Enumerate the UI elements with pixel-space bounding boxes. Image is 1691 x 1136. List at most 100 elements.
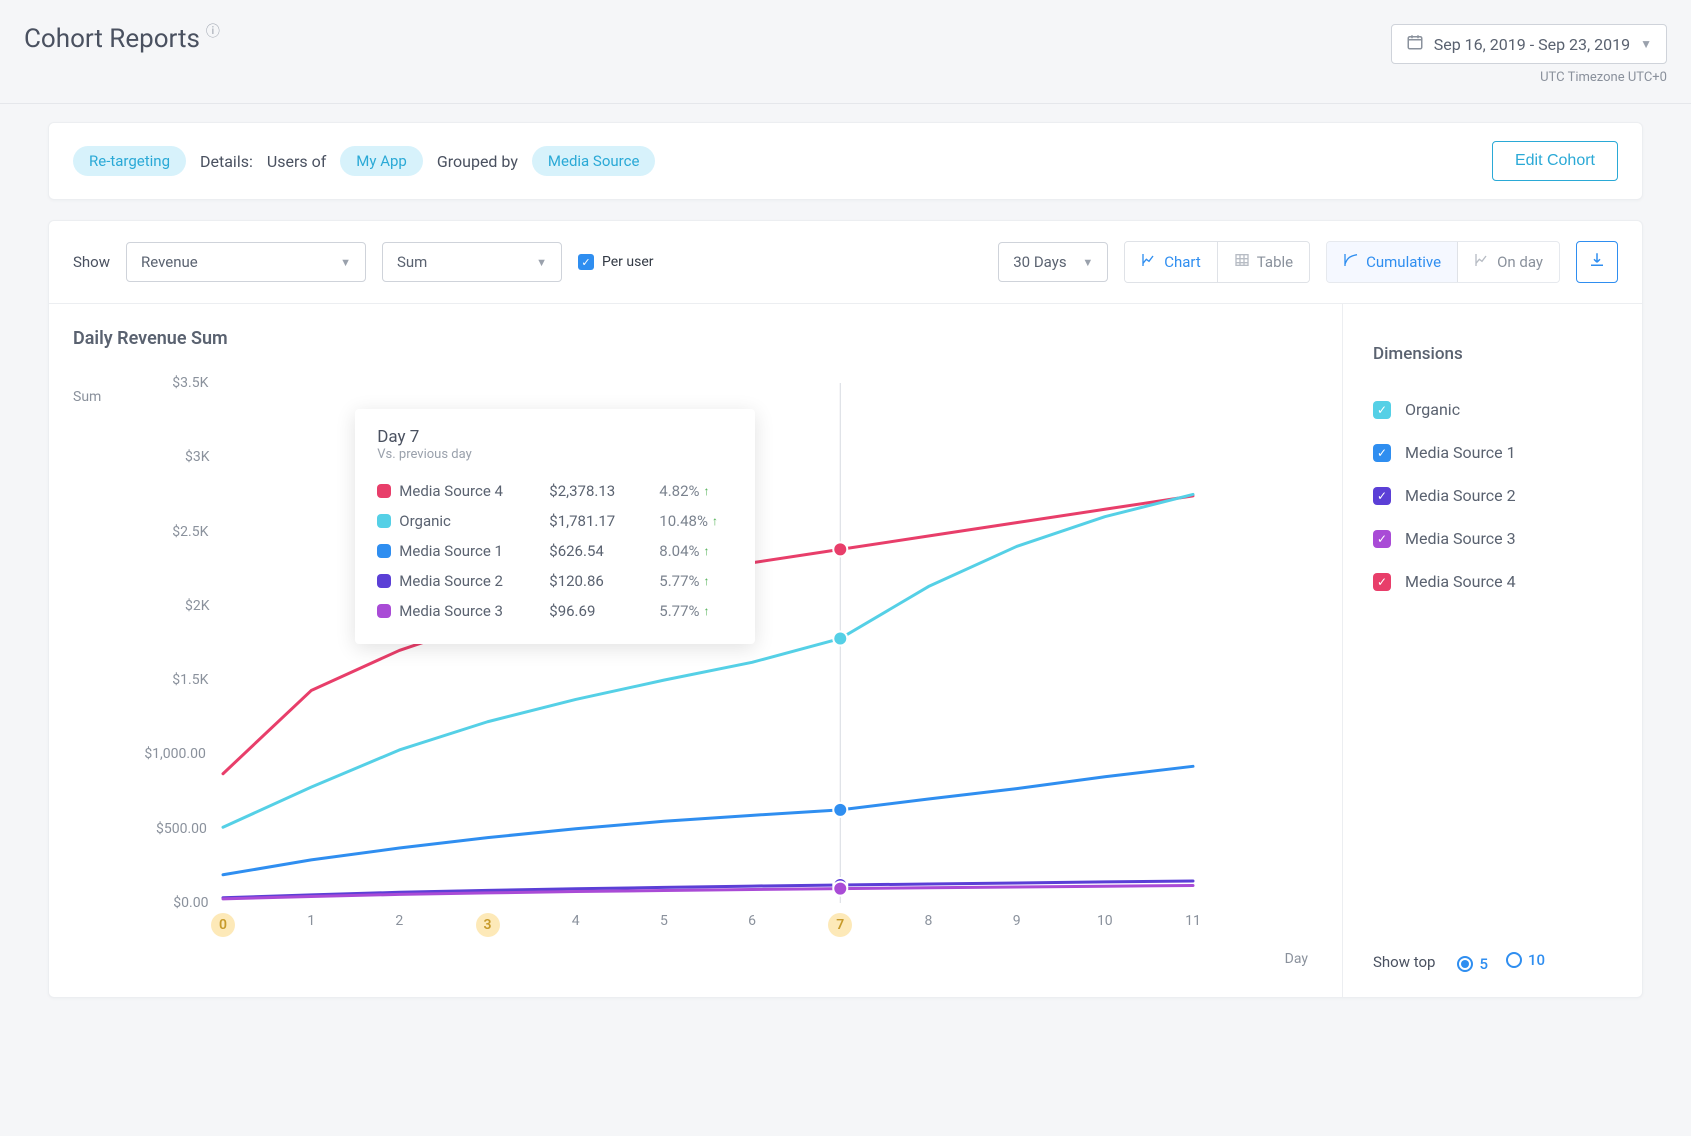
dimension-item[interactable]: ✓ Media Source 1 <box>1373 431 1612 474</box>
arrow-up-icon: ↑ <box>704 544 710 558</box>
download-icon <box>1588 251 1606 273</box>
dimension-label: Organic <box>1405 400 1460 419</box>
x-tick-label: 10 <box>1097 913 1113 929</box>
dimension-checkbox: ✓ <box>1373 530 1391 548</box>
mode-cumulative-label: Cumulative <box>1366 253 1441 271</box>
y-axis-title: Sum <box>73 389 101 405</box>
tooltip-row: Media Source 2 $120.86 5.77% ↑ <box>377 566 733 596</box>
dimension-label: Media Source 4 <box>1405 572 1516 591</box>
chevron-down-icon: ▼ <box>1082 256 1093 269</box>
view-chart-button[interactable]: Chart <box>1125 242 1217 282</box>
dimension-label: Media Source 3 <box>1405 529 1516 548</box>
series-swatch <box>377 604 391 618</box>
x-tick-label: 5 <box>660 913 668 929</box>
chevron-down-icon: ▼ <box>1640 37 1652 51</box>
tooltip-series-label: Media Source 3 <box>399 602 549 620</box>
chevron-down-icon: ▼ <box>340 256 351 269</box>
grouped-by-label: Grouped by <box>437 152 518 171</box>
metric-select-value: Revenue <box>141 253 198 271</box>
users-of-label: Users of <box>267 152 326 171</box>
tooltip-series-pct: 8.04% ↑ <box>659 542 739 560</box>
tooltip-row: Media Source 4 $2,378.13 4.82% ↑ <box>377 476 733 506</box>
tooltip-row: Media Source 3 $96.69 5.77% ↑ <box>377 596 733 626</box>
range-select[interactable]: 30 Days ▼ <box>998 242 1108 282</box>
table-icon <box>1234 252 1250 272</box>
aggregation-select[interactable]: Sum ▼ <box>382 242 562 282</box>
series-swatch <box>377 514 391 528</box>
y-tick-label: $1.5K <box>172 672 218 688</box>
view-table-button[interactable]: Table <box>1217 242 1309 282</box>
show-label: Show <box>73 253 110 271</box>
mode-onday-button[interactable]: On day <box>1457 242 1559 282</box>
dimension-item[interactable]: ✓ Media Source 2 <box>1373 474 1612 517</box>
tooltip-series-pct: 5.77% ↑ <box>659 602 739 620</box>
download-button[interactable] <box>1576 241 1618 283</box>
cumulative-icon <box>1343 252 1359 272</box>
x-tick-label: 9 <box>1013 913 1021 929</box>
arrow-up-icon: ↑ <box>704 604 710 618</box>
media-source-pill[interactable]: Media Source <box>532 146 656 176</box>
y-tick-label: $1,000.00 <box>144 746 216 762</box>
app-pill[interactable]: My App <box>340 146 423 176</box>
dimension-checkbox: ✓ <box>1373 573 1391 591</box>
metric-select[interactable]: Revenue ▼ <box>126 242 366 282</box>
details-label: Details: <box>200 152 253 171</box>
x-tick-label: 8 <box>925 913 933 929</box>
tooltip-series-label: Media Source 2 <box>399 572 549 590</box>
timezone-label: UTC Timezone UTC+0 <box>1391 70 1667 85</box>
show-top-radio[interactable]: 5 <box>1457 955 1488 973</box>
chart-title: Daily Revenue Sum <box>73 328 1318 349</box>
x-tick-label: 6 <box>748 913 756 929</box>
tooltip-row: Media Source 1 $626.54 8.04% ↑ <box>377 536 733 566</box>
tooltip-title: Day 7 <box>377 427 733 447</box>
checkbox-icon: ✓ <box>578 254 594 270</box>
x-tick-label: 11 <box>1185 913 1201 929</box>
dimension-checkbox: ✓ <box>1373 487 1391 505</box>
view-table-label: Table <box>1257 253 1293 271</box>
tooltip-series-value: $626.54 <box>549 542 659 560</box>
tooltip-series-label: Media Source 1 <box>399 542 549 560</box>
x-tick-label: 0 <box>211 913 235 937</box>
x-tick-label: 2 <box>395 913 403 929</box>
per-user-label: Per user <box>602 254 654 270</box>
y-tick-label: $0.00 <box>173 895 218 911</box>
edit-cohort-button[interactable]: Edit Cohort <box>1492 141 1618 181</box>
tooltip-series-label: Media Source 4 <box>399 482 549 500</box>
tooltip-series-label: Organic <box>399 512 549 530</box>
dimension-item[interactable]: ✓ Organic <box>1373 388 1612 431</box>
chart-plot-area: $0.00$500.00$1,000.00$1.5K$2K$2.5K$3K$3.… <box>153 379 1213 939</box>
x-tick-label: 7 <box>828 913 852 937</box>
tooltip-series-value: $1,781.17 <box>549 512 659 530</box>
mode-cumulative-button[interactable]: Cumulative <box>1327 242 1457 282</box>
page-title: Cohort Reports ⓘ <box>24 24 220 54</box>
info-icon[interactable]: ⓘ <box>206 21 220 41</box>
series-swatch <box>377 484 391 498</box>
per-user-checkbox[interactable]: ✓ Per user <box>578 254 654 270</box>
retargeting-pill[interactable]: Re-targeting <box>73 146 186 176</box>
dimension-item[interactable]: ✓ Media Source 3 <box>1373 517 1612 560</box>
view-toggle: Chart Table <box>1124 241 1310 283</box>
y-tick-label: $3.5K <box>172 375 218 391</box>
tooltip-series-value: $2,378.13 <box>549 482 659 500</box>
chart-tooltip: Day 7 Vs. previous day Media Source 4 $2… <box>355 409 755 644</box>
arrow-up-icon: ↑ <box>704 484 710 498</box>
tooltip-series-pct: 4.82% ↑ <box>659 482 739 500</box>
show-top-radio[interactable]: 10 <box>1506 951 1545 969</box>
view-chart-label: Chart <box>1164 253 1201 271</box>
x-axis-title: Day <box>153 951 1308 967</box>
chart-icon <box>1141 252 1157 272</box>
tooltip-subtitle: Vs. previous day <box>377 447 733 462</box>
dimension-item[interactable]: ✓ Media Source 4 <box>1373 560 1612 603</box>
dimension-checkbox: ✓ <box>1373 444 1391 462</box>
dimension-checkbox: ✓ <box>1373 401 1391 419</box>
mode-onday-label: On day <box>1497 253 1543 271</box>
cohort-definition-bar: Re-targeting Details: Users of My App Gr… <box>48 122 1643 200</box>
date-range-text: Sep 16, 2019 - Sep 23, 2019 <box>1434 35 1630 54</box>
show-top-label: Show top <box>1373 953 1435 971</box>
tooltip-row: Organic $1,781.17 10.48% ↑ <box>377 506 733 536</box>
onday-icon <box>1474 252 1490 272</box>
x-tick-label: 4 <box>572 913 580 929</box>
dimensions-panel: Dimensions ✓ Organic ✓ Media Source 1 ✓ … <box>1342 304 1642 997</box>
date-range-picker[interactable]: Sep 16, 2019 - Sep 23, 2019 ▼ <box>1391 24 1667 64</box>
arrow-up-icon: ↑ <box>712 514 718 528</box>
